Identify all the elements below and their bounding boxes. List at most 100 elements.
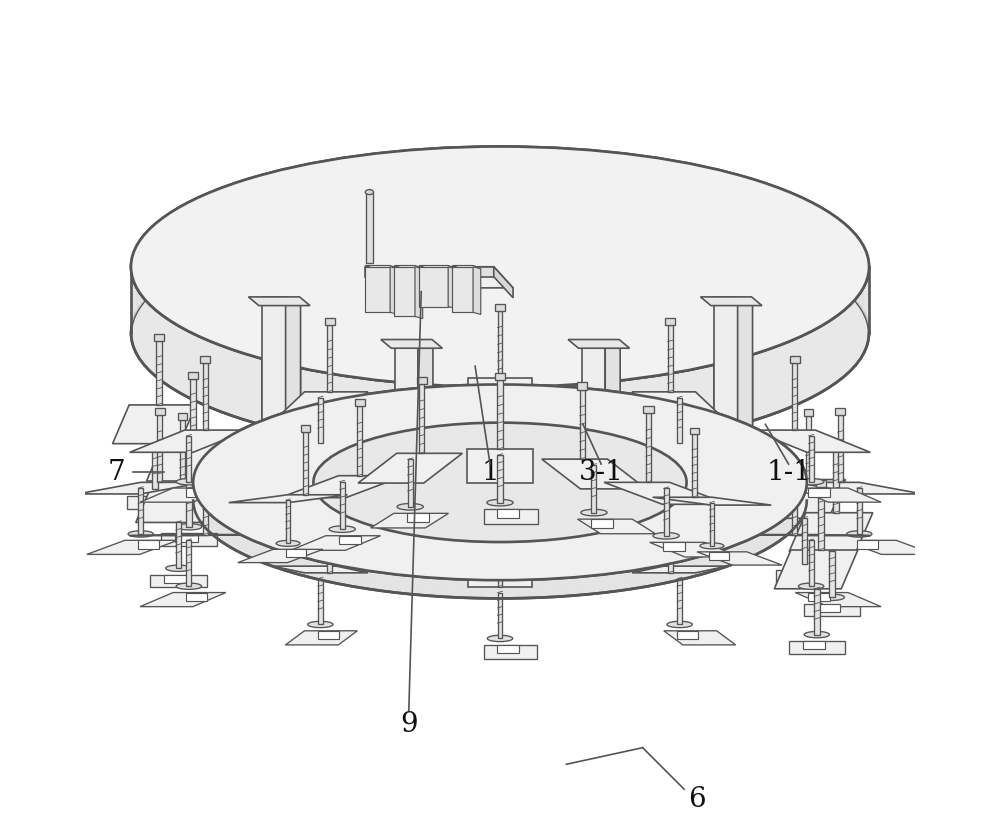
Polygon shape (398, 575, 410, 594)
Polygon shape (507, 146, 515, 213)
Polygon shape (236, 181, 242, 249)
Polygon shape (157, 220, 160, 289)
Polygon shape (803, 494, 805, 516)
Polygon shape (738, 236, 753, 507)
Polygon shape (701, 166, 707, 234)
Polygon shape (371, 153, 378, 220)
Polygon shape (494, 267, 513, 298)
Polygon shape (778, 188, 783, 256)
Polygon shape (378, 152, 385, 220)
Polygon shape (470, 580, 482, 598)
Polygon shape (197, 498, 199, 520)
Polygon shape (862, 243, 863, 312)
Polygon shape (253, 541, 261, 562)
Polygon shape (669, 160, 676, 227)
Polygon shape (140, 488, 226, 503)
Polygon shape (753, 179, 758, 247)
Polygon shape (732, 543, 739, 565)
Polygon shape (419, 265, 454, 268)
Polygon shape (318, 578, 323, 625)
Polygon shape (141, 236, 143, 305)
Ellipse shape (667, 622, 692, 627)
Polygon shape (186, 592, 207, 601)
Polygon shape (231, 182, 236, 250)
Polygon shape (434, 148, 442, 215)
Polygon shape (709, 552, 729, 560)
Polygon shape (859, 238, 860, 307)
Polygon shape (248, 236, 310, 245)
Polygon shape (199, 196, 203, 264)
Polygon shape (667, 562, 677, 582)
Ellipse shape (308, 622, 333, 627)
Polygon shape (248, 297, 310, 305)
Polygon shape (537, 147, 544, 214)
Polygon shape (846, 225, 848, 293)
Polygon shape (737, 175, 742, 242)
Polygon shape (769, 185, 774, 252)
Polygon shape (522, 146, 529, 213)
Polygon shape (261, 543, 268, 565)
Polygon shape (238, 549, 323, 562)
Polygon shape (824, 210, 828, 278)
Polygon shape (806, 416, 811, 479)
Polygon shape (837, 218, 840, 286)
Text: 9: 9 (400, 711, 418, 738)
Ellipse shape (131, 146, 869, 387)
Polygon shape (663, 159, 669, 226)
Polygon shape (413, 150, 420, 216)
Polygon shape (273, 392, 368, 422)
Polygon shape (804, 604, 860, 617)
Ellipse shape (798, 478, 824, 485)
Polygon shape (344, 157, 350, 224)
Polygon shape (186, 481, 192, 527)
Polygon shape (467, 449, 533, 483)
Polygon shape (803, 641, 825, 650)
Ellipse shape (798, 583, 824, 589)
Polygon shape (816, 479, 826, 487)
Polygon shape (500, 146, 507, 213)
Polygon shape (495, 373, 505, 380)
Polygon shape (855, 234, 857, 302)
Polygon shape (635, 568, 646, 588)
Polygon shape (280, 476, 404, 498)
Polygon shape (706, 552, 715, 573)
Polygon shape (792, 468, 797, 535)
Polygon shape (273, 566, 368, 572)
Polygon shape (262, 297, 286, 499)
Polygon shape (653, 498, 771, 505)
Polygon shape (676, 161, 682, 229)
Polygon shape (442, 147, 449, 215)
Polygon shape (130, 430, 248, 453)
Polygon shape (677, 560, 687, 581)
Polygon shape (767, 527, 773, 549)
Polygon shape (407, 513, 429, 522)
Polygon shape (577, 383, 587, 390)
Polygon shape (281, 169, 287, 236)
Polygon shape (415, 267, 423, 319)
Polygon shape (164, 575, 187, 583)
Polygon shape (791, 509, 795, 531)
Polygon shape (468, 577, 532, 587)
Polygon shape (853, 231, 855, 300)
Polygon shape (739, 541, 747, 562)
Polygon shape (789, 641, 845, 654)
Ellipse shape (176, 523, 202, 530)
Polygon shape (482, 580, 494, 598)
Polygon shape (285, 631, 357, 645)
Polygon shape (172, 210, 176, 278)
Polygon shape (365, 267, 513, 288)
Polygon shape (381, 495, 442, 499)
Polygon shape (568, 495, 630, 499)
Polygon shape (752, 430, 870, 453)
Ellipse shape (581, 509, 607, 516)
Polygon shape (395, 194, 418, 499)
Polygon shape (493, 146, 500, 213)
Polygon shape (615, 152, 622, 220)
Polygon shape (176, 522, 181, 568)
Polygon shape (747, 537, 754, 559)
Polygon shape (433, 578, 445, 597)
Polygon shape (135, 248, 136, 316)
Polygon shape (697, 555, 706, 576)
Polygon shape (305, 163, 311, 231)
Polygon shape (130, 535, 248, 536)
